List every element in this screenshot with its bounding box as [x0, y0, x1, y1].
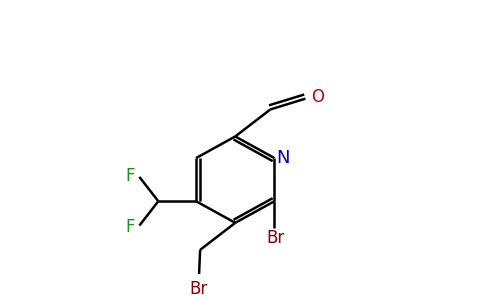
- Text: F: F: [125, 167, 135, 184]
- Text: O: O: [311, 88, 324, 106]
- Text: Br: Br: [190, 280, 208, 298]
- Text: Br: Br: [267, 229, 285, 247]
- Text: N: N: [276, 149, 290, 167]
- Text: F: F: [125, 218, 135, 236]
